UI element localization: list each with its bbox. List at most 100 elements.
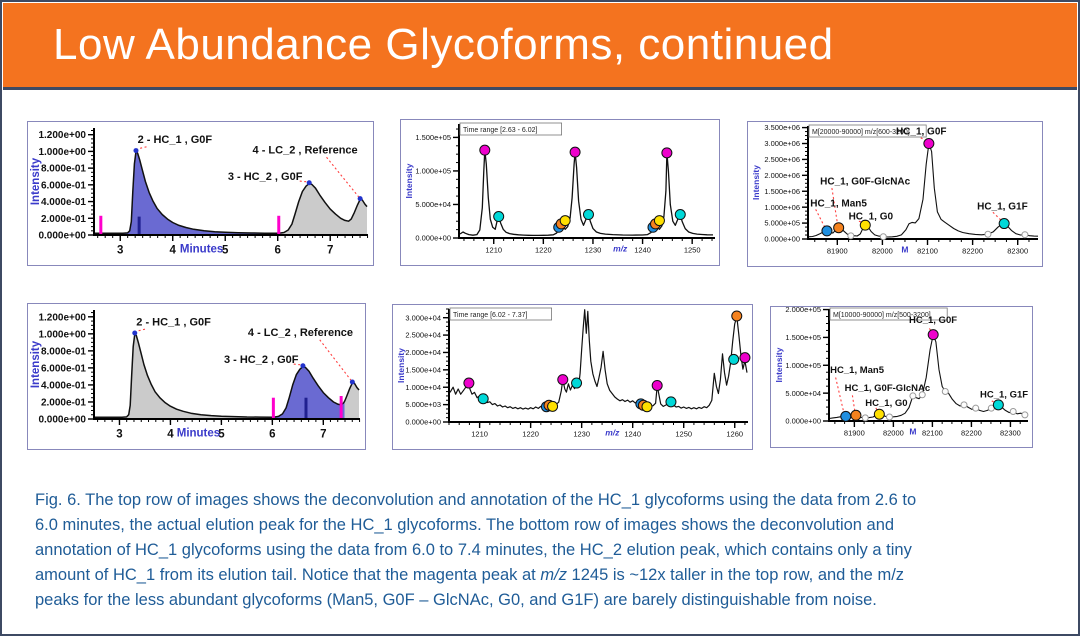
svg-text:HC_1, Man5: HC_1, Man5 <box>830 365 885 376</box>
svg-text:HC_1, G0F-GlcNAc: HC_1, G0F-GlcNAc <box>845 383 931 394</box>
svg-text:82200: 82200 <box>961 429 982 438</box>
svg-text:Intensity: Intensity <box>30 340 42 388</box>
svg-text:7: 7 <box>320 429 326 441</box>
p6-chart: 81900 82000 82100 82200 82300 0.000e+00 5.000e… <box>774 307 1029 438</box>
svg-text:3.500e+06: 3.500e+06 <box>764 123 800 132</box>
svg-text:8.000e-01: 8.000e-01 <box>41 164 86 175</box>
svg-text:0.000e+00: 0.000e+00 <box>785 417 821 426</box>
svg-text:HC_1, G0: HC_1, G0 <box>865 398 907 409</box>
svg-text:3.000e+04: 3.000e+04 <box>405 313 441 322</box>
svg-text:1.200e+00: 1.200e+00 <box>38 312 86 323</box>
p5-chart: 1210 1220 1230 1240 1250 1260 0.000e+00 5.000e+… <box>396 307 751 439</box>
svg-text:82300: 82300 <box>1007 247 1028 256</box>
svg-text:HC_1, Man5: HC_1, Man5 <box>810 199 867 210</box>
svg-text:M[20000-90000] m/z[600-3200]: M[20000-90000] m/z[600-3200] <box>812 129 910 136</box>
svg-text:4: 4 <box>167 429 174 441</box>
svg-text:82200: 82200 <box>962 247 983 256</box>
svg-text:1.000e+04: 1.000e+04 <box>405 383 441 392</box>
svg-text:M: M <box>901 245 908 255</box>
raw-spectrum-top-panel: 1210 1220 1230 1240 1250 0.000e+00 5.000e+04 1.… <box>400 119 720 266</box>
svg-text:5.000e+04: 5.000e+04 <box>415 200 451 209</box>
svg-text:5: 5 <box>218 429 225 441</box>
svg-text:HC_1, G1F: HC_1, G1F <box>977 201 1028 212</box>
svg-text:3: 3 <box>116 429 122 441</box>
svg-text:Minutes: Minutes <box>180 244 223 256</box>
svg-text:HC_1, G0: HC_1, G0 <box>849 211 894 222</box>
p4-chart: 3 4 5 6 7 0.000e+00 2.000e-01 4.000e-01 6.000e-0… <box>30 310 361 441</box>
svg-text:0.000e+00: 0.000e+00 <box>405 418 441 427</box>
svg-text:4.000e-01: 4.000e-01 <box>41 380 86 391</box>
p1-chart: 3 4 5 6 7 0.000e+00 2.000e-01 4.000e-01 6.000e-0… <box>30 128 369 257</box>
svg-text:3.000e+06: 3.000e+06 <box>764 139 800 148</box>
svg-text:HC_1, G0F: HC_1, G0F <box>896 127 947 138</box>
svg-text:1.000e+00: 1.000e+00 <box>38 147 86 158</box>
svg-text:Intensity: Intensity <box>30 157 42 205</box>
svg-text:1.200e+00: 1.200e+00 <box>38 130 86 141</box>
p3-chart: 81900 82000 82100 82200 82300 0.000e+00 5.000e… <box>751 123 1039 256</box>
svg-text:1220: 1220 <box>522 430 539 439</box>
svg-text:1.500e+05: 1.500e+05 <box>415 133 451 142</box>
svg-text:HC_1, G0F: HC_1, G0F <box>909 315 957 326</box>
svg-text:HC_1, G1F: HC_1, G1F <box>980 390 1028 401</box>
svg-text:1250: 1250 <box>675 430 692 439</box>
svg-text:2.500e+04: 2.500e+04 <box>405 331 441 340</box>
svg-text:0.000e+00: 0.000e+00 <box>38 415 86 426</box>
svg-text:82000: 82000 <box>872 247 893 256</box>
svg-text:6.000e-01: 6.000e-01 <box>41 180 86 191</box>
caption-line: annotation of HC_1 glycoforms using the … <box>35 541 912 559</box>
svg-text:0.000e+00: 0.000e+00 <box>764 235 800 244</box>
svg-text:1.000e+05: 1.000e+05 <box>785 361 821 370</box>
svg-text:3 - HC_2 , G0F: 3 - HC_2 , G0F <box>224 354 299 366</box>
svg-text:4 - LC_2 , Reference: 4 - LC_2 , Reference <box>253 144 358 156</box>
svg-text:0.000e+00: 0.000e+00 <box>38 231 86 242</box>
svg-text:1230: 1230 <box>585 246 602 255</box>
svg-text:8.000e-01: 8.000e-01 <box>41 346 86 357</box>
svg-text:3: 3 <box>117 245 123 257</box>
chromatogram-top-panel: 3 4 5 6 7 0.000e+00 2.000e-01 4.000e-01 6.000e-0… <box>27 121 374 266</box>
svg-text:2.000e+04: 2.000e+04 <box>405 348 441 357</box>
svg-text:1.500e+04: 1.500e+04 <box>405 365 441 374</box>
svg-text:1250: 1250 <box>684 246 701 255</box>
svg-text:1.000e+05: 1.000e+05 <box>415 167 451 176</box>
svg-text:5: 5 <box>222 245 229 257</box>
svg-text:82000: 82000 <box>883 429 904 438</box>
svg-text:1.000e+06: 1.000e+06 <box>764 203 800 212</box>
svg-text:m/z: m/z <box>605 428 620 438</box>
caption-line: 6.0 minutes, the actual elution peak for… <box>35 516 895 534</box>
svg-text:6: 6 <box>275 245 281 257</box>
svg-text:0.000e+00: 0.000e+00 <box>415 234 451 243</box>
svg-text:Intensity: Intensity <box>404 163 414 198</box>
svg-text:1.000e+00: 1.000e+00 <box>38 329 86 340</box>
caption-line: amount of HC_1 from its elution tail. No… <box>35 566 905 584</box>
svg-text:81900: 81900 <box>844 429 865 438</box>
svg-text:7: 7 <box>327 245 333 257</box>
svg-text:5.000e+05: 5.000e+05 <box>764 219 800 228</box>
svg-text:82100: 82100 <box>917 247 938 256</box>
svg-text:82300: 82300 <box>1000 429 1021 438</box>
slide-title: Low Abundance Glycoforms, continued <box>53 20 834 69</box>
svg-text:4: 4 <box>170 245 177 257</box>
slide-header: Low Abundance Glycoforms, continued <box>3 3 1077 90</box>
svg-text:2.000e+06: 2.000e+06 <box>764 171 800 180</box>
p2-chart: 1210 1220 1230 1240 1250 0.000e+00 5.000e+04 1.… <box>404 122 715 255</box>
deconvoluted-spectrum-bottom-panel: 81900 82000 82100 82200 82300 0.000e+00 5.000e… <box>770 306 1033 448</box>
svg-text:1210: 1210 <box>485 246 502 255</box>
svg-text:1260: 1260 <box>726 430 743 439</box>
svg-text:M[10000-90000] m/z[500-3200]: M[10000-90000] m/z[500-3200] <box>833 312 931 319</box>
svg-text:2.500e+06: 2.500e+06 <box>764 155 800 164</box>
svg-text:M: M <box>909 427 916 437</box>
svg-text:5.000e+03: 5.000e+03 <box>405 400 441 409</box>
svg-text:1240: 1240 <box>634 246 651 255</box>
svg-text:1.500e+06: 1.500e+06 <box>764 187 800 196</box>
svg-text:m/z: m/z <box>613 244 628 254</box>
svg-text:1240: 1240 <box>624 430 641 439</box>
raw-spectrum-bottom-panel: 1210 1220 1230 1240 1250 1260 0.000e+00 5.000e+… <box>392 304 753 450</box>
chromatogram-bottom-panel: 3 4 5 6 7 0.000e+00 2.000e-01 4.000e-01 6.000e-0… <box>27 303 366 450</box>
svg-text:81900: 81900 <box>827 247 848 256</box>
svg-text:5.000e+04: 5.000e+04 <box>785 389 821 398</box>
svg-text:1210: 1210 <box>471 430 488 439</box>
svg-text:6.000e-01: 6.000e-01 <box>41 363 86 374</box>
svg-text:2 - HC_1 , G0F: 2 - HC_1 , G0F <box>136 316 211 328</box>
